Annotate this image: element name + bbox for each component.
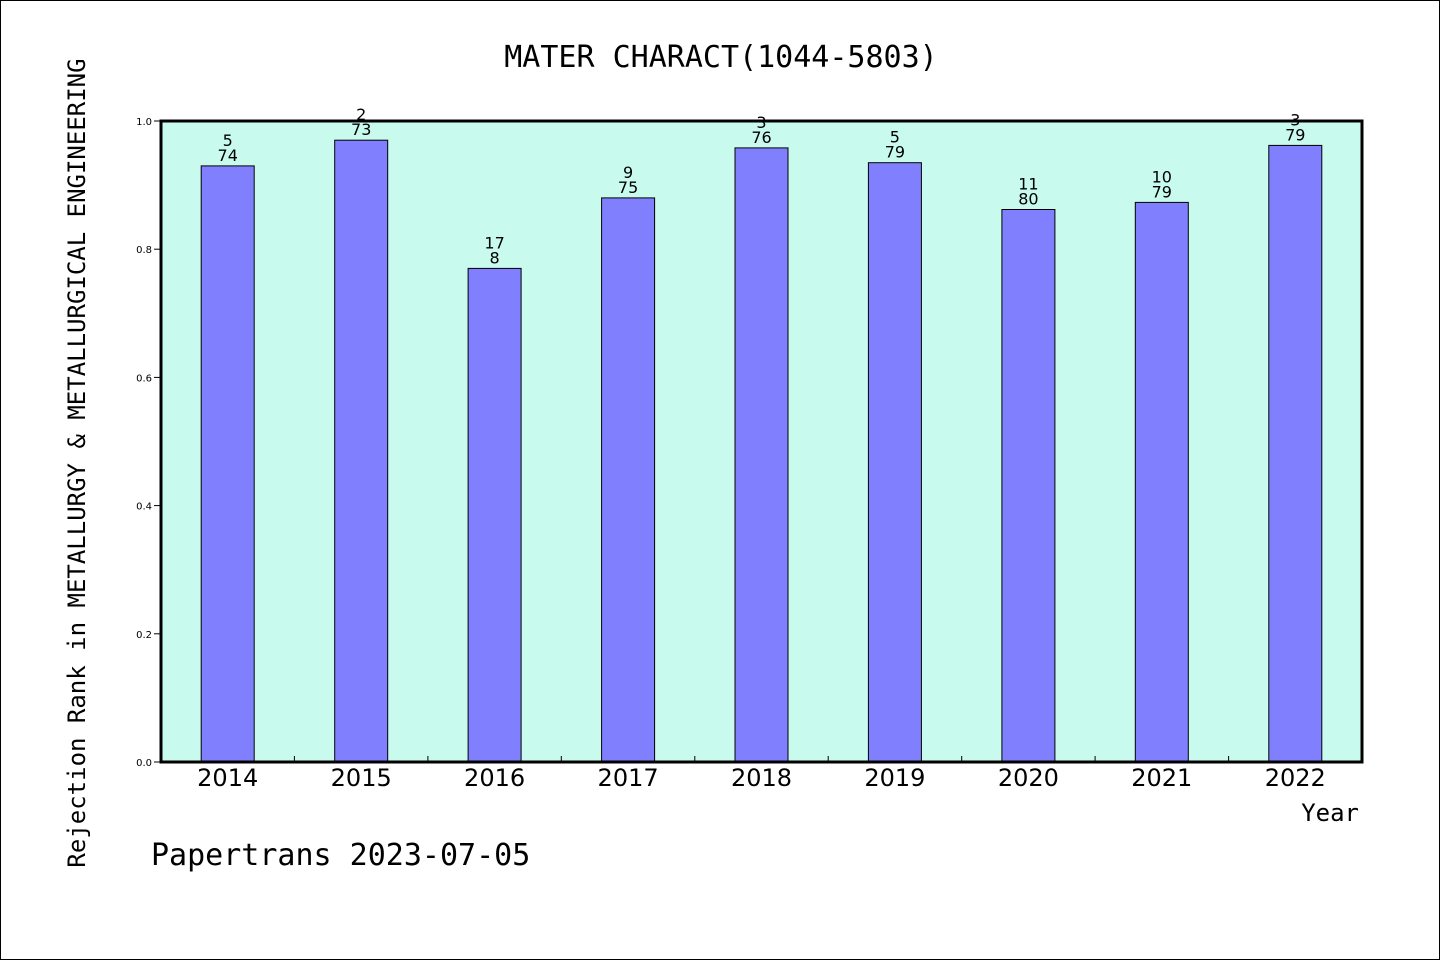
bar-label-bottom-2022: 79 [1285,125,1305,144]
bar-label-top-2021: 10 [1152,167,1172,186]
x-tick-label-2017: 2017 [598,764,659,792]
bars-group [200,139,1323,763]
y-tick-label: 0.4 [136,502,152,513]
bar-label-top-2019: 5 [890,128,900,147]
bar-2016 [467,267,522,763]
x-tick-label-2020: 2020 [998,764,1059,792]
x-tick-label-2016: 2016 [464,764,525,792]
x-tick-label-2019: 2019 [864,764,925,792]
y-tick-label: 0.0 [136,758,152,769]
x-tick-label-2022: 2022 [1265,764,1326,792]
bar-label-bottom-2021: 79 [1152,182,1172,201]
bar-label-top-2017: 9 [623,163,633,182]
bar-label-top-2015: 2 [356,105,366,124]
bar-2019 [867,162,922,763]
bar-label-top-2014: 5 [223,131,233,150]
plot-border [159,119,1364,764]
bar-label-bottom-2020: 80 [1018,190,1038,209]
y-axis-label: Rejection Rank in METALLURGY & METALLURG… [63,58,91,867]
chart-title: MATER CHARACT(1044-5803) [504,40,937,75]
bar-label-bottom-2017: 75 [618,178,638,197]
bar-2014 [200,165,255,763]
bar-label-bottom-2018: 76 [751,128,771,147]
y-tick-label: 0.6 [136,373,152,384]
bar-label-bottom-2015: 73 [351,120,371,139]
bar-label-top-2020: 11 [1018,175,1038,194]
x-tick-label-2015: 2015 [331,764,392,792]
y-tick-label: 0.2 [136,630,152,641]
bar-label-bottom-2016: 8 [490,248,500,267]
x-axis-ticks: 2014 2015 2016 2017 2018 2019 2020 2021 2022 [197,756,1326,792]
y-axis-ticks: 0.0 0.2 0.4 0.6 0.8 1.0 [136,117,161,769]
bar-label-bottom-2019: 79 [885,143,905,162]
x-tick-label-2014: 2014 [197,764,258,792]
x-tick-label-2021: 2021 [1131,764,1192,792]
x-axis-label: Year [1301,799,1359,827]
bar-2018 [734,147,789,763]
bar-label-top-2016: 17 [484,233,504,252]
bar-2022 [1268,144,1323,763]
bar-label-bottom-2014: 74 [218,146,238,165]
bar-2015 [334,139,389,763]
bar-2020 [1001,209,1056,763]
bar-2017 [601,197,656,763]
footer-date-stamp: Papertrans 2023-07-05 [151,838,530,873]
bar-2021 [1134,201,1189,763]
y-tick-label: 1.0 [136,117,152,128]
y-tick-label: 0.8 [136,245,152,256]
x-tick-label-2018: 2018 [731,764,792,792]
